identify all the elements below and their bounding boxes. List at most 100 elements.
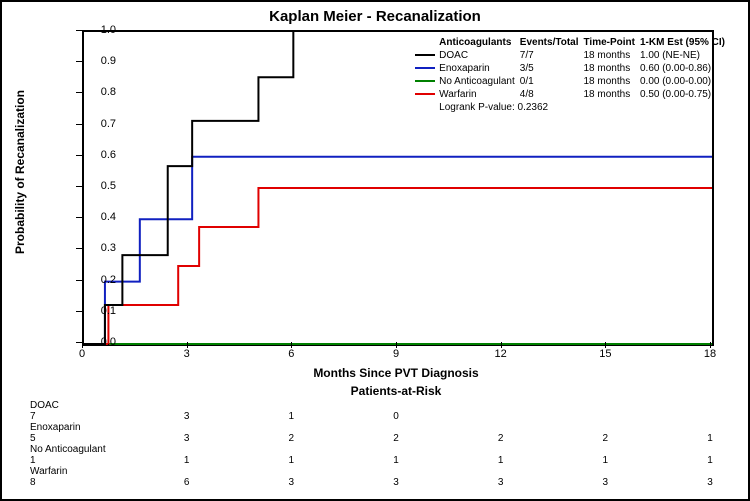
- legend-events: 7/7: [520, 49, 584, 62]
- y-tick-label: 0.5: [78, 180, 116, 192]
- legend-row: DOAC7/718 months1.00 (NE-NE): [415, 49, 730, 62]
- risk-cell: 3: [184, 433, 190, 444]
- risk-row-label: DOAC: [30, 400, 59, 411]
- x-axis-label: Months Since PVT Diagnosis: [82, 366, 710, 380]
- risk-cell: 2: [603, 433, 609, 444]
- risk-cell: 1: [289, 411, 295, 422]
- risk-cell: 2: [393, 433, 399, 444]
- risk-table-title: Patients-at-Risk: [82, 384, 710, 398]
- legend-tp: 18 months: [584, 88, 640, 101]
- risk-cell: 2: [498, 433, 504, 444]
- x-tick-label: 6: [288, 348, 294, 360]
- km-curve-Warfarin: [84, 188, 712, 344]
- risk-cell: 3: [184, 411, 190, 422]
- legend-name: No Anticoagulant: [439, 75, 520, 88]
- risk-cell: 1: [393, 455, 399, 466]
- legend-name: Enoxaparin: [439, 62, 520, 75]
- risk-baseline: 7: [30, 411, 36, 422]
- y-tick-mark: [76, 61, 82, 62]
- legend-events: 4/8: [520, 88, 584, 101]
- legend-name: Warfarin: [439, 88, 520, 101]
- risk-cell: 1: [498, 455, 504, 466]
- legend-events: 0/1: [520, 75, 584, 88]
- legend-swatch: [415, 54, 435, 56]
- risk-baseline: 5: [30, 433, 36, 444]
- legend-tp: 18 months: [584, 62, 640, 75]
- legend-swatch: [415, 93, 435, 95]
- legend-table: Anticoagulants Events/Total Time-Point 1…: [415, 36, 730, 114]
- y-tick-label: 0.3: [78, 242, 116, 254]
- legend-swatch: [415, 67, 435, 69]
- y-tick-mark: [76, 248, 82, 249]
- y-tick-label: 0.8: [78, 86, 116, 98]
- x-tick-mark: [710, 342, 711, 348]
- x-tick-mark: [187, 342, 188, 348]
- risk-cell: 3: [393, 477, 399, 488]
- legend-tp: 18 months: [584, 75, 640, 88]
- legend-swatch: [415, 80, 435, 82]
- legend-row: Warfarin4/818 months0.50 (0.00-0.75): [415, 88, 730, 101]
- x-tick-label: 9: [393, 348, 399, 360]
- y-tick-label: 0.7: [78, 118, 116, 130]
- y-tick-label: 0.1: [78, 305, 116, 317]
- legend-tp: 18 months: [584, 49, 640, 62]
- km-curve-Enoxaparin: [84, 157, 712, 344]
- y-axis-label: Probability of Recanalization: [13, 90, 27, 254]
- legend-est: 1.00 (NE-NE): [640, 49, 730, 62]
- chart-frame: Kaplan Meier - Recanalization Probabilit…: [0, 0, 750, 501]
- risk-row-label: Enoxaparin: [30, 422, 81, 433]
- x-tick-label: 15: [599, 348, 611, 360]
- risk-cell: 3: [498, 477, 504, 488]
- risk-cell: 2: [289, 433, 295, 444]
- y-tick-mark: [76, 92, 82, 93]
- risk-cell: 1: [289, 455, 295, 466]
- y-tick-mark: [76, 311, 82, 312]
- legend: Anticoagulants Events/Total Time-Point 1…: [415, 36, 730, 114]
- y-tick-mark: [76, 280, 82, 281]
- risk-cell: 1: [707, 433, 713, 444]
- y-tick-label: 0.0: [78, 336, 116, 348]
- risk-cell: 1: [603, 455, 609, 466]
- x-tick-mark: [605, 342, 606, 348]
- legend-row: Enoxaparin3/518 months0.60 (0.00-0.86): [415, 62, 730, 75]
- x-tick-label: 3: [184, 348, 190, 360]
- x-tick-mark: [396, 342, 397, 348]
- legend-est: 0.60 (0.00-0.86): [640, 62, 730, 75]
- y-tick-label: 0.6: [78, 149, 116, 161]
- risk-cell: 0: [393, 411, 399, 422]
- chart-title: Kaplan Meier - Recanalization: [2, 8, 748, 25]
- legend-est: 0.00 (0.00-0.00): [640, 75, 730, 88]
- risk-baseline: 1: [30, 455, 36, 466]
- risk-cell: 3: [707, 477, 713, 488]
- legend-row: No Anticoagulant0/118 months0.00 (0.00-0…: [415, 75, 730, 88]
- legend-h3: 1-KM Est (95% CI): [640, 36, 730, 49]
- risk-row-label: No Anticoagulant: [30, 444, 106, 455]
- legend-header-row: Anticoagulants Events/Total Time-Point 1…: [415, 36, 730, 49]
- legend-events: 3/5: [520, 62, 584, 75]
- legend-h0: Anticoagulants: [439, 36, 520, 49]
- risk-cell: 3: [603, 477, 609, 488]
- y-tick-label: 0.9: [78, 55, 116, 67]
- legend-name: DOAC: [439, 49, 520, 62]
- y-tick-mark: [76, 186, 82, 187]
- x-tick-mark: [501, 342, 502, 348]
- y-tick-label: 1.0: [78, 24, 116, 36]
- legend-footer: Logrank P-value: 0.2362: [439, 101, 730, 114]
- risk-cell: 6: [184, 477, 190, 488]
- x-tick-label: 0: [79, 348, 85, 360]
- risk-cell: 1: [707, 455, 713, 466]
- y-tick-label: 0.2: [78, 274, 116, 286]
- x-tick-label: 18: [704, 348, 716, 360]
- y-tick-mark: [76, 217, 82, 218]
- y-tick-label: 0.4: [78, 211, 116, 223]
- x-tick-mark: [82, 342, 83, 348]
- legend-h1: Events/Total: [520, 36, 584, 49]
- y-tick-mark: [76, 155, 82, 156]
- y-tick-mark: [76, 30, 82, 31]
- legend-h2: Time-Point: [584, 36, 640, 49]
- x-tick-label: 12: [495, 348, 507, 360]
- legend-est: 0.50 (0.00-0.75): [640, 88, 730, 101]
- x-tick-mark: [291, 342, 292, 348]
- risk-baseline: 8: [30, 477, 36, 488]
- y-tick-mark: [76, 124, 82, 125]
